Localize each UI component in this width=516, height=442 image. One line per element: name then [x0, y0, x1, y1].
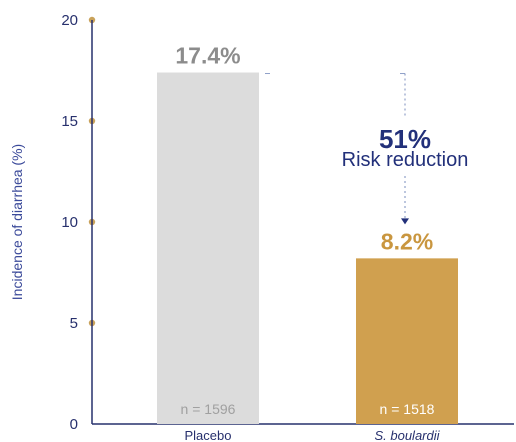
y-tick-label: 5: [70, 315, 78, 332]
arrowhead: [401, 218, 409, 225]
y-tick-label: 0: [70, 416, 78, 433]
category-label-s-boulardii: S. boulardii: [374, 428, 440, 442]
y-tick-label: 20: [61, 12, 78, 29]
category-label-placebo: Placebo: [185, 428, 232, 442]
y-tick-label: 15: [61, 113, 78, 130]
y-axis-label: Incidence of diarrhea (%): [9, 144, 25, 300]
risk-reduction-value: 51%: [379, 124, 431, 154]
n-label: n = 1596: [181, 401, 236, 417]
n-label: n = 1518: [380, 401, 435, 417]
bar-s-boulardii: [356, 258, 458, 424]
value-label: 8.2%: [381, 228, 433, 254]
value-label: 17.4%: [175, 43, 240, 69]
bar-placebo: [157, 72, 259, 425]
risk-reduction-label: Risk reduction: [342, 149, 469, 171]
y-tick-label: 10: [61, 214, 78, 231]
